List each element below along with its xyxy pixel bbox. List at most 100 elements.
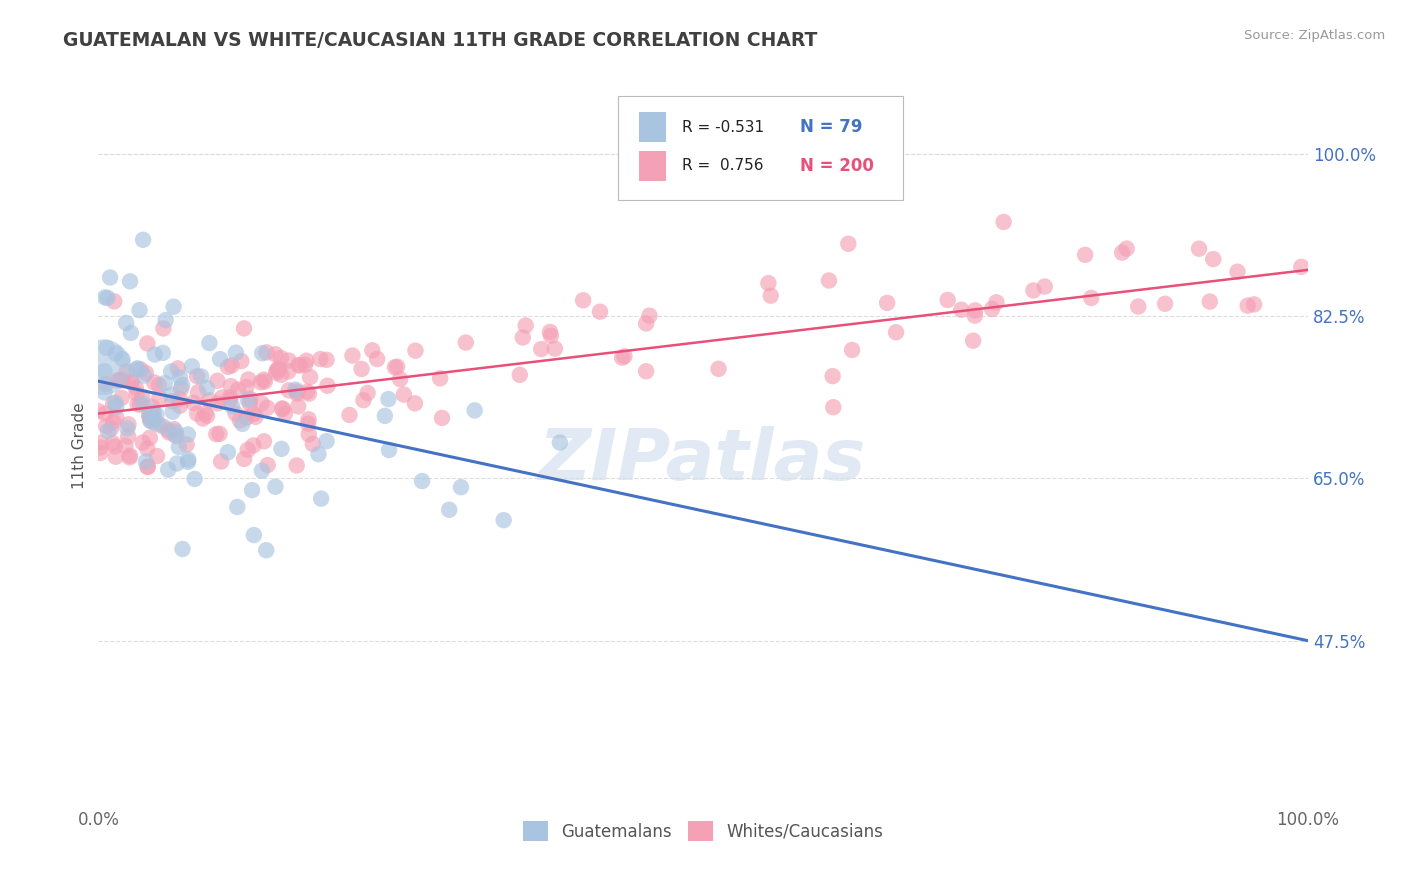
Point	[177, 455, 200, 469]
Point	[253, 375, 276, 389]
Point	[538, 325, 561, 339]
Point	[162, 300, 184, 314]
Point	[876, 296, 898, 310]
Point	[243, 528, 266, 542]
Point	[169, 392, 191, 406]
Point	[707, 361, 730, 376]
Point	[264, 366, 287, 380]
Point	[270, 368, 292, 382]
Point	[540, 328, 562, 343]
Point	[127, 361, 149, 376]
Point	[288, 359, 311, 373]
Point	[141, 408, 163, 422]
Point	[454, 335, 477, 350]
Point	[226, 500, 249, 514]
Point	[157, 425, 180, 440]
Point	[104, 395, 127, 409]
Point	[509, 368, 531, 382]
Point	[132, 368, 155, 383]
Point	[156, 423, 179, 437]
Point	[342, 349, 364, 363]
Point	[950, 302, 973, 317]
Point	[166, 457, 188, 471]
Point	[97, 424, 120, 438]
Point	[143, 416, 166, 430]
Point	[94, 407, 117, 421]
Point	[183, 396, 205, 410]
Point	[165, 425, 187, 439]
Point	[430, 410, 453, 425]
Point	[217, 359, 239, 374]
Point	[411, 474, 433, 488]
Point	[139, 413, 162, 427]
Point	[297, 417, 319, 431]
Point	[429, 371, 451, 385]
Point	[233, 321, 256, 335]
Point	[111, 352, 134, 367]
Point	[253, 373, 276, 387]
Point	[198, 336, 221, 351]
Point	[120, 375, 142, 389]
Point	[195, 381, 218, 395]
Point	[1188, 242, 1211, 256]
Point	[284, 383, 307, 397]
Point	[132, 233, 155, 247]
Text: ZIPatlas: ZIPatlas	[540, 425, 866, 495]
Point	[287, 400, 309, 414]
Point	[219, 393, 242, 408]
Point	[1236, 299, 1258, 313]
Point	[194, 406, 217, 420]
Point	[89, 446, 111, 460]
Point	[759, 288, 782, 302]
Point	[118, 449, 141, 463]
Point	[96, 341, 118, 355]
Point	[160, 388, 183, 402]
Point	[117, 421, 139, 435]
Point	[250, 396, 273, 410]
Text: GUATEMALAN VS WHITE/CAUCASIAN 11TH GRADE CORRELATION CHART: GUATEMALAN VS WHITE/CAUCASIAN 11TH GRADE…	[63, 31, 818, 50]
Point	[238, 372, 260, 386]
Point	[172, 541, 194, 556]
Point	[267, 362, 290, 376]
Text: R =  0.756: R = 0.756	[682, 158, 763, 173]
Point	[287, 358, 309, 372]
Point	[404, 343, 426, 358]
Point	[152, 419, 174, 434]
Point	[142, 412, 165, 426]
Point	[250, 464, 273, 478]
Point	[298, 427, 321, 442]
Point	[392, 387, 415, 401]
Point	[93, 385, 115, 400]
Point	[548, 435, 571, 450]
Point	[1111, 245, 1133, 260]
Point	[981, 301, 1004, 316]
Point	[186, 369, 208, 384]
Point	[307, 447, 329, 461]
Point	[530, 342, 553, 356]
Point	[240, 483, 263, 497]
Point	[170, 381, 193, 395]
Point	[295, 353, 318, 368]
Point	[297, 412, 319, 426]
Point	[157, 462, 180, 476]
Point	[298, 386, 321, 401]
Point	[309, 352, 332, 367]
Point	[221, 400, 243, 414]
Point	[101, 436, 124, 450]
Point	[837, 236, 859, 251]
Point	[141, 400, 163, 414]
Point	[136, 460, 159, 475]
Point	[125, 381, 148, 395]
Point	[962, 334, 984, 348]
Point	[277, 364, 299, 378]
Point	[160, 364, 183, 378]
Point	[111, 373, 134, 387]
Point	[125, 362, 148, 376]
Point	[90, 435, 112, 450]
Point	[316, 378, 339, 392]
Point	[162, 394, 184, 409]
Point	[366, 351, 388, 366]
Point	[374, 409, 396, 423]
Point	[107, 374, 129, 388]
Point	[315, 434, 337, 449]
